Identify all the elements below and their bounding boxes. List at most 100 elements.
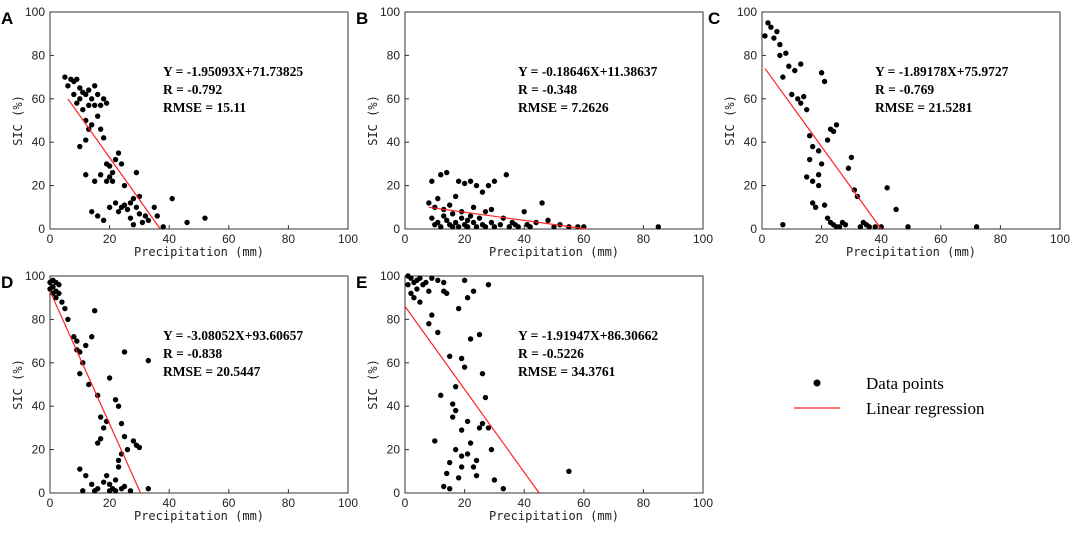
data-point [461, 180, 468, 187]
data-point [857, 224, 864, 230]
data-point [444, 470, 450, 477]
data-point [818, 161, 825, 167]
data-point [133, 204, 140, 210]
data-point [482, 394, 489, 401]
x-tick-label: 40 [163, 232, 177, 246]
data-point [435, 277, 441, 284]
data-point [441, 483, 447, 490]
data-point [804, 174, 810, 180]
data-point [893, 206, 899, 213]
data-point [92, 308, 98, 314]
plot-frame [49, 11, 349, 230]
regression-line [49, 290, 142, 494]
data-point [121, 202, 128, 208]
y-axis-title: SIC (%) [11, 359, 25, 410]
data-point [86, 102, 92, 109]
data-point [408, 290, 414, 297]
data-point [429, 275, 435, 281]
data-point [575, 224, 581, 230]
x-tick-label: 40 [518, 232, 532, 246]
rmse-label: RMSE = 20.5447 [163, 364, 261, 379]
data-point [184, 219, 190, 226]
data-point [789, 91, 795, 98]
data-point [432, 438, 438, 444]
data-point [438, 224, 444, 230]
data-point [458, 453, 465, 459]
panels: 0 20 40 60 80 100 0 20 40 60 80 100 Precipitation (m… [1, 5, 1070, 523]
data-point [94, 91, 101, 98]
data-point [777, 52, 783, 59]
data-point [473, 472, 480, 479]
data-point [94, 440, 101, 446]
data-point [405, 281, 411, 288]
x-tick-label: 0 [47, 496, 54, 510]
data-point [447, 485, 453, 492]
data-point [762, 33, 768, 39]
x-tick-label: 60 [934, 232, 948, 246]
data-point [812, 204, 819, 210]
data-point [417, 299, 423, 305]
data-point [94, 213, 101, 219]
data-point [806, 156, 813, 163]
y-tick-label: 100 [25, 5, 45, 19]
panel-b: 0 20 40 60 80 100 0 20 40 60 80 100 Precipitation (m… [356, 5, 713, 259]
data-point [438, 392, 444, 399]
data-point [130, 221, 137, 228]
y-tick-label: 0 [38, 486, 45, 500]
data-point [806, 132, 813, 139]
data-point [145, 217, 152, 224]
y-tick-label: 80 [387, 48, 401, 62]
data-point [94, 113, 101, 119]
data-point [527, 224, 533, 230]
data-point [100, 425, 107, 431]
data-point [488, 446, 495, 453]
data-point [485, 182, 492, 189]
data-point [112, 156, 119, 163]
data-point [497, 221, 504, 228]
data-point [455, 475, 462, 481]
data-point [503, 172, 510, 178]
data-point [449, 224, 456, 230]
data-point [435, 195, 441, 202]
data-point [464, 295, 471, 301]
data-point [154, 213, 160, 219]
x-tick-label: 0 [402, 496, 409, 510]
data-point [866, 224, 872, 230]
data-point [136, 444, 143, 451]
panel-label: C [708, 9, 720, 28]
data-point [551, 224, 557, 230]
regression-line [764, 68, 882, 230]
data-point [447, 353, 453, 359]
data-point [455, 305, 462, 312]
data-point [83, 342, 89, 349]
data-point [491, 477, 498, 483]
data-point [872, 224, 878, 230]
data-point [83, 472, 89, 479]
data-point [80, 488, 86, 494]
y-tick-label: 100 [380, 5, 400, 19]
panel-c: 0 20 40 60 80 100 0 20 40 60 80 100 Precipitation (m… [708, 5, 1070, 259]
x-axis-title: Precipitation (mm) [134, 509, 264, 523]
data-point [973, 224, 980, 230]
data-point [106, 204, 113, 210]
panel-label: B [356, 9, 368, 28]
r-value-label: R = -0.792 [163, 82, 222, 97]
plot-frame [404, 11, 704, 230]
data-point [452, 383, 459, 390]
data-point [461, 364, 468, 370]
data-point [97, 414, 104, 420]
legend-point-marker [813, 379, 821, 387]
data-point [86, 381, 92, 388]
data-point [851, 187, 858, 193]
data-point [830, 128, 837, 135]
data-point [878, 224, 884, 230]
data-point [473, 224, 480, 230]
equation-label: Y = -1.91947X+86.30662 [518, 328, 658, 343]
data-point [905, 224, 911, 230]
data-point [485, 425, 492, 431]
data-point [115, 208, 122, 215]
equation-label: Y = -0.18646X+11.38637 [518, 64, 658, 79]
data-point [100, 96, 107, 102]
data-point [118, 161, 125, 167]
